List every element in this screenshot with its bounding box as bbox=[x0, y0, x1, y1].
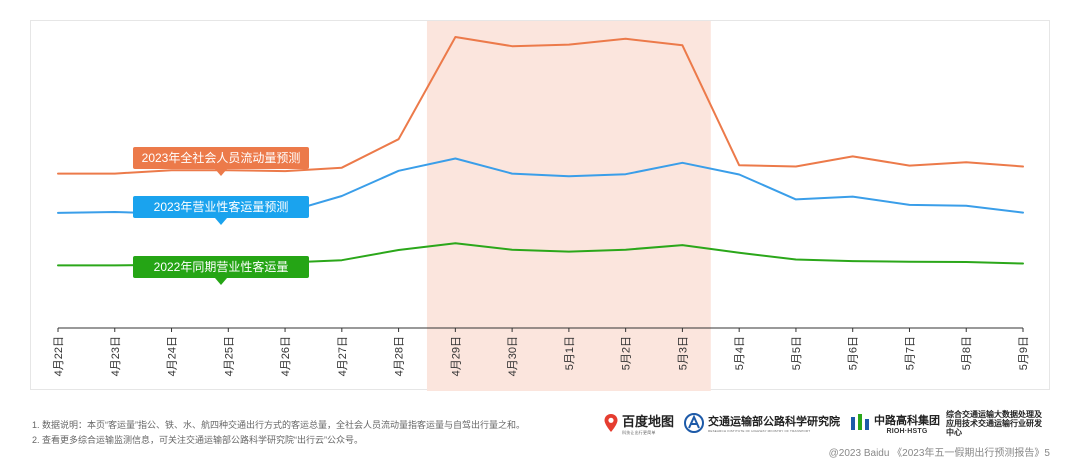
hstg-center-name: 综合交通运输大数据处理及应用技术交通运输行业研发中心 bbox=[946, 409, 1043, 437]
x-tick-label: 4月28日 bbox=[394, 336, 406, 376]
rioh-logo: 交通运输部公路科学研究院 RESEARCH INSTITUTE OF HIGHW… bbox=[684, 413, 840, 433]
x-tick-label: 5月1日 bbox=[564, 336, 576, 370]
baidu-map-slogan: 科技让出行更简单 bbox=[622, 429, 656, 435]
x-tick-label: 5月6日 bbox=[848, 336, 860, 370]
x-tick-label: 5月3日 bbox=[677, 336, 689, 370]
hstg-logo: 中路高科集团 RIOH·HSTG 综合交通运输大数据处理及应用技术交通运输行业研… bbox=[850, 410, 1046, 437]
rioh-emblem-icon bbox=[684, 413, 705, 433]
footnote-2: 2. 查看更多综合运输监测信息，可关注交通运输部公路科学研究院“出行云”公众号。 bbox=[32, 435, 364, 445]
legend-tag-2023-mobility: 2023年全社会人员流动量预测 bbox=[133, 147, 309, 176]
logo-bar: 百度地图 科技让出行更简单 交通运输部公路科学研究院 RESEARCH INST… bbox=[604, 410, 1056, 437]
hstg-english-name: RIOH·HSTG bbox=[886, 427, 928, 435]
baidu-map-name: 百度地图 bbox=[622, 413, 675, 429]
line-chart: 4月22日 4月23日 4月24日 4月25日 4月26日 4月27日 4月28日 4月29日… bbox=[53, 21, 1030, 391]
x-tick-label: 4月30日 bbox=[507, 336, 519, 376]
legend-label-2023-commercial: 2023年营业性客运量预测 bbox=[153, 200, 289, 214]
legend-label-2022-commercial: 2022年同期营业性客运量 bbox=[153, 260, 289, 274]
chart-frame: 4月22日 4月23日 4月24日 4月25日 4月26日 4月27日 4月28日 4月29日… bbox=[30, 20, 1050, 391]
hstg-name: 中路高科集团 bbox=[874, 414, 941, 427]
legend-label-2023-mobility: 2023年全社会人员流动量预测 bbox=[141, 151, 301, 165]
x-tick-label: 5月9日 bbox=[1018, 336, 1030, 370]
holiday-highlight-band bbox=[426, 21, 711, 391]
x-tick-label: 5月4日 bbox=[734, 336, 746, 370]
x-tick-label: 5月2日 bbox=[621, 336, 633, 370]
hstg-emblem-icon bbox=[851, 414, 870, 430]
legend-tag-2022-commercial: 2022年同期营业性客运量 bbox=[133, 256, 309, 285]
x-tick-label: 4月27日 bbox=[337, 336, 349, 376]
legend-tag-2023-commercial: 2023年营业性客运量预测 bbox=[133, 196, 309, 225]
x-tick-label: 4月22日 bbox=[53, 336, 65, 376]
footnotes: 1. 数据说明：本页“客运量”指公、铁、水、航四种交通出行方式的客运总量，全社会… bbox=[32, 418, 525, 448]
rioh-english-name: RESEARCH INSTITUTE OF HIGHWAY MINISTRY O… bbox=[708, 429, 811, 433]
footer-credit: @2023 Baidu 《2023年五一假期出行预测报告》5 bbox=[828, 448, 1050, 459]
x-tick-label: 4月26日 bbox=[280, 336, 292, 376]
rioh-name: 交通运输部公路科学研究院 bbox=[708, 416, 841, 428]
x-tick-label: 5月8日 bbox=[961, 336, 973, 370]
x-tick-label: 4月29日 bbox=[450, 336, 462, 376]
x-tick-label: 5月7日 bbox=[904, 336, 916, 370]
x-tick-label: 4月23日 bbox=[110, 336, 122, 376]
x-tick-label: 4月24日 bbox=[167, 336, 179, 376]
x-tick-label: 4月25日 bbox=[223, 336, 235, 376]
baidu-map-logo: 百度地图 科技让出行更简单 bbox=[604, 411, 674, 436]
footnote-1: 1. 数据说明：本页“客运量”指公、铁、水、航四种交通出行方式的客运总量，全社会… bbox=[32, 420, 526, 430]
map-pin-icon bbox=[604, 414, 618, 432]
x-tick-label: 5月5日 bbox=[791, 336, 803, 370]
